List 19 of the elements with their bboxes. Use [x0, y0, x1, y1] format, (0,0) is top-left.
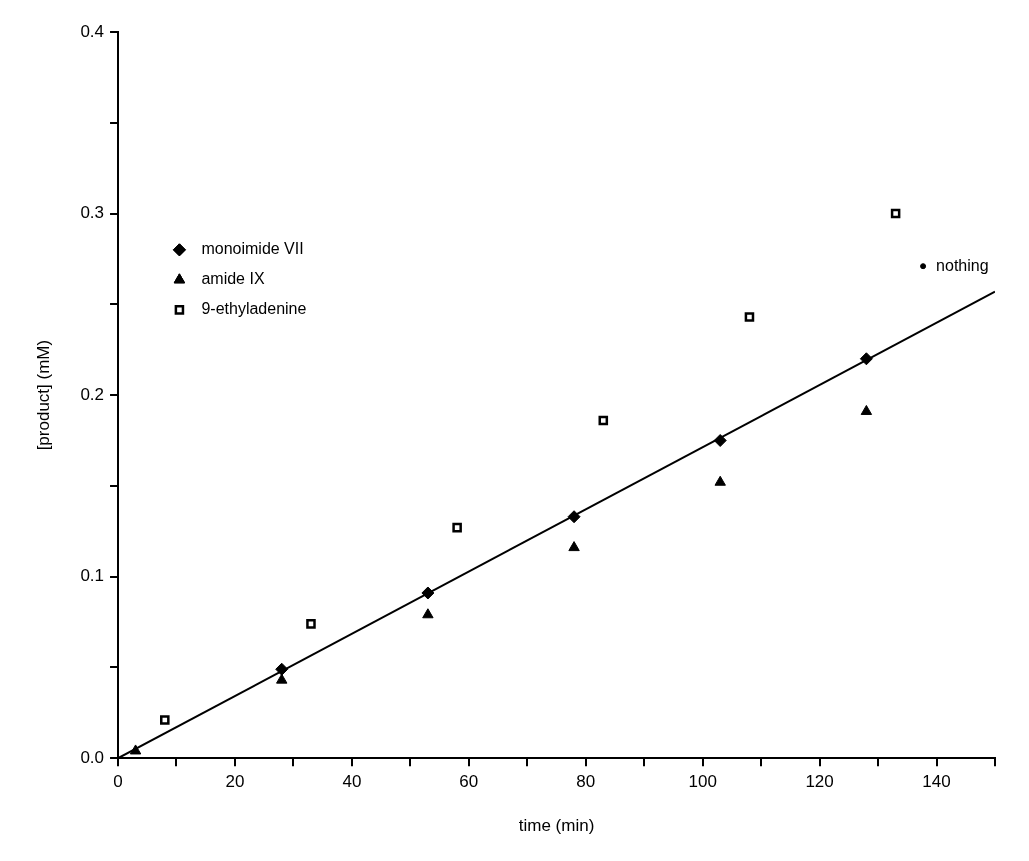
- legend-label: amide IX: [201, 270, 265, 288]
- y-tick-label: 0.0: [80, 747, 105, 767]
- legend-label: 9-ethyladenine: [201, 300, 307, 318]
- legend-label: monoimide VII: [201, 240, 304, 258]
- x-tick-label: 40: [342, 772, 362, 792]
- y-tick-label: 0.3: [80, 203, 105, 223]
- y-axis-title: [product] (mM): [33, 339, 53, 451]
- x-tick-label: 140: [922, 772, 951, 792]
- x-tick-label: 20: [225, 772, 245, 792]
- x-tick-label: 100: [688, 772, 717, 792]
- y-tick-label: 0.1: [80, 566, 105, 586]
- x-tick-label: 120: [805, 772, 834, 792]
- x-tick-label: 80: [576, 772, 596, 792]
- y-tick-label: 0.4: [80, 21, 105, 41]
- x-tick-label: 0: [113, 772, 123, 792]
- y-tick-label: 0.2: [80, 384, 105, 404]
- text: nothing: [936, 256, 989, 274]
- x-axis-title: time (min): [518, 816, 595, 836]
- x-tick-label: 60: [459, 772, 479, 792]
